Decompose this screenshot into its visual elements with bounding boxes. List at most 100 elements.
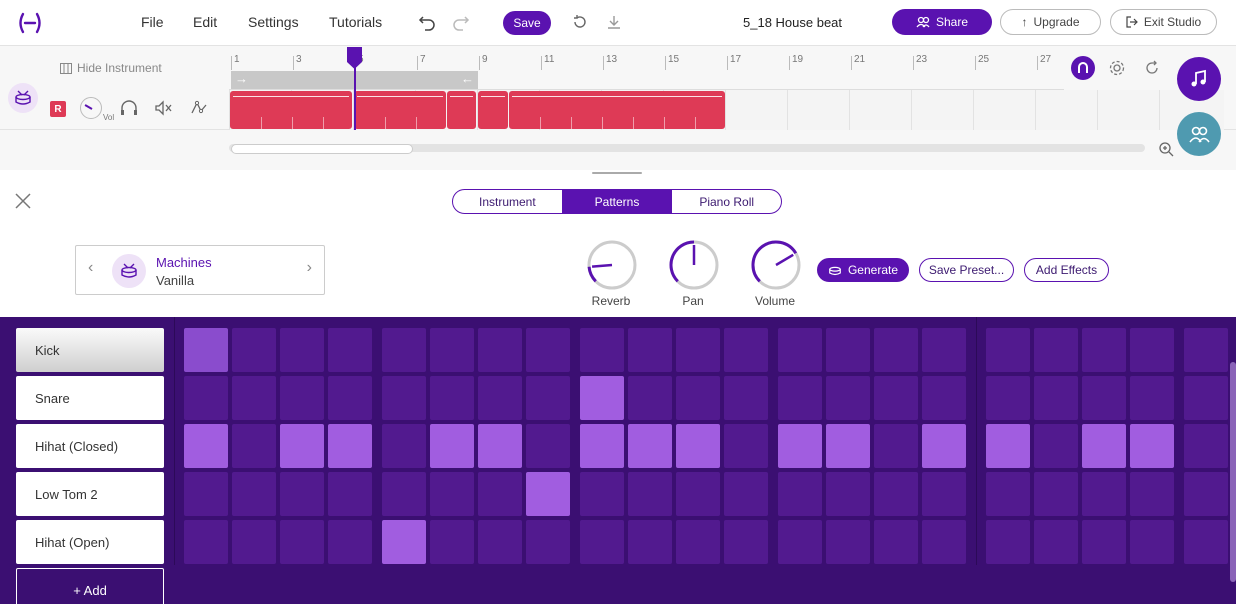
step-cell[interactable] xyxy=(1130,472,1174,516)
step-cell[interactable] xyxy=(922,520,966,564)
step-cell[interactable] xyxy=(184,424,228,468)
step-cell[interactable] xyxy=(676,520,720,564)
menu-settings[interactable]: Settings xyxy=(248,14,299,30)
pan-knob[interactable] xyxy=(668,239,720,291)
step-cell[interactable] xyxy=(778,472,822,516)
step-cell[interactable] xyxy=(922,328,966,372)
save-button[interactable]: Save xyxy=(503,11,551,35)
step-cell[interactable] xyxy=(922,376,966,420)
step-cell[interactable] xyxy=(826,472,870,516)
sequencer-scrollbar[interactable] xyxy=(1230,362,1236,582)
step-cell[interactable] xyxy=(628,328,672,372)
step-cell[interactable] xyxy=(328,520,372,564)
step-cell[interactable] xyxy=(676,472,720,516)
share-button[interactable]: Share xyxy=(892,9,992,35)
step-cell[interactable] xyxy=(1130,424,1174,468)
step-cell[interactable] xyxy=(1130,328,1174,372)
step-cell[interactable] xyxy=(1034,424,1078,468)
app-logo-icon[interactable] xyxy=(16,10,44,36)
menu-file[interactable]: File xyxy=(141,14,164,30)
step-cell[interactable] xyxy=(826,376,870,420)
save-preset-button[interactable]: Save Preset... xyxy=(919,258,1014,282)
step-cell[interactable] xyxy=(826,520,870,564)
step-cell[interactable] xyxy=(280,376,324,420)
upgrade-button[interactable]: ↑ Upgrade xyxy=(1000,9,1101,35)
step-cell[interactable] xyxy=(778,376,822,420)
mute-icon[interactable] xyxy=(155,100,173,121)
step-cell[interactable] xyxy=(1184,424,1228,468)
pattern-clip[interactable] xyxy=(509,91,725,129)
step-cell[interactable] xyxy=(478,328,522,372)
step-cell[interactable] xyxy=(1034,472,1078,516)
row-label-low-tom-2[interactable]: Low Tom 2 xyxy=(16,472,164,516)
step-cell[interactable] xyxy=(676,424,720,468)
step-cell[interactable] xyxy=(1034,520,1078,564)
redo-icon[interactable] xyxy=(450,11,472,33)
music-note-fab[interactable] xyxy=(1177,57,1221,101)
step-cell[interactable] xyxy=(580,376,624,420)
step-cell[interactable] xyxy=(580,472,624,516)
step-cell[interactable] xyxy=(430,376,474,420)
step-cell[interactable] xyxy=(1130,520,1174,564)
next-kit-icon[interactable]: › xyxy=(306,259,312,276)
step-cell[interactable] xyxy=(724,472,768,516)
row-label-kick[interactable]: Kick xyxy=(16,328,164,372)
step-cell[interactable] xyxy=(382,424,426,468)
reverb-knob[interactable] xyxy=(586,239,638,291)
pattern-clip[interactable] xyxy=(478,91,508,129)
step-cell[interactable] xyxy=(676,376,720,420)
step-cell[interactable] xyxy=(382,376,426,420)
step-cell[interactable] xyxy=(1082,424,1126,468)
step-cell[interactable] xyxy=(874,424,918,468)
generate-button[interactable]: Generate xyxy=(817,258,909,282)
step-cell[interactable] xyxy=(430,424,474,468)
step-cell[interactable] xyxy=(526,520,570,564)
step-cell[interactable] xyxy=(430,520,474,564)
step-cell[interactable] xyxy=(580,520,624,564)
tab-patterns[interactable]: Patterns xyxy=(562,190,673,213)
add-effects-button[interactable]: Add Effects xyxy=(1024,258,1109,282)
hide-instrument-button[interactable]: Hide Instrument xyxy=(60,61,162,75)
step-cell[interactable] xyxy=(232,376,276,420)
step-cell[interactable] xyxy=(1184,520,1228,564)
step-cell[interactable] xyxy=(724,520,768,564)
timeline-scroll-thumb[interactable] xyxy=(231,144,413,154)
step-cell[interactable] xyxy=(986,472,1030,516)
row-label-hihat-closed[interactable]: Hihat (Closed) xyxy=(16,424,164,468)
step-cell[interactable] xyxy=(280,328,324,372)
step-cell[interactable] xyxy=(478,520,522,564)
step-cell[interactable] xyxy=(1184,376,1228,420)
revert-icon[interactable] xyxy=(569,11,591,33)
step-cell[interactable] xyxy=(874,376,918,420)
drum-track-icon[interactable] xyxy=(8,83,38,113)
loop-toggle-icon[interactable] xyxy=(1143,59,1161,82)
step-cell[interactable] xyxy=(922,472,966,516)
step-cell[interactable] xyxy=(328,424,372,468)
step-cell[interactable] xyxy=(526,472,570,516)
step-cell[interactable] xyxy=(628,520,672,564)
step-cell[interactable] xyxy=(280,520,324,564)
gear-icon[interactable] xyxy=(1108,59,1126,82)
step-cell[interactable] xyxy=(628,424,672,468)
step-cell[interactable] xyxy=(328,328,372,372)
menu-edit[interactable]: Edit xyxy=(193,14,218,30)
step-cell[interactable] xyxy=(184,520,228,564)
step-cell[interactable] xyxy=(184,328,228,372)
row-label-snare[interactable]: Snare xyxy=(16,376,164,420)
step-cell[interactable] xyxy=(526,376,570,420)
step-cell[interactable] xyxy=(986,424,1030,468)
step-cell[interactable] xyxy=(874,472,918,516)
download-icon[interactable] xyxy=(603,11,625,33)
step-cell[interactable] xyxy=(478,424,522,468)
step-cell[interactable] xyxy=(430,328,474,372)
step-cell[interactable] xyxy=(232,472,276,516)
step-cell[interactable] xyxy=(382,328,426,372)
loop-end-arrow-icon[interactable]: ← xyxy=(461,71,474,86)
add-row-button[interactable]: + Add xyxy=(16,568,164,612)
playhead-handle[interactable] xyxy=(346,46,363,70)
step-cell[interactable] xyxy=(280,424,324,468)
tab-instrument[interactable]: Instrument xyxy=(453,190,563,213)
step-cell[interactable] xyxy=(328,472,372,516)
step-cell[interactable] xyxy=(232,328,276,372)
step-cell[interactable] xyxy=(184,376,228,420)
